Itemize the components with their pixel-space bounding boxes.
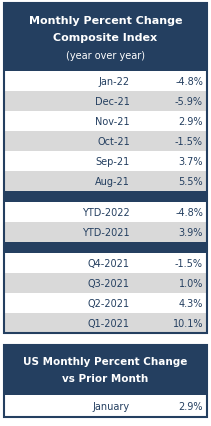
Text: -4.8%: -4.8% [175,207,203,218]
Bar [4,192,207,202]
Bar [4,222,207,242]
Bar [4,172,207,192]
Text: Q2-2021: Q2-2021 [88,298,130,308]
Text: Dec-21: Dec-21 [95,97,130,107]
Bar [4,253,207,273]
Text: Jan-22: Jan-22 [99,77,130,87]
Text: Q1-2021: Q1-2021 [88,318,130,328]
Bar [4,92,207,112]
Text: (year over year): (year over year) [66,51,145,60]
Text: 1.0%: 1.0% [179,278,203,288]
Text: Monthly Percent Change: Monthly Percent Change [29,16,182,26]
Text: US Monthly Percent Change: US Monthly Percent Change [23,357,188,367]
Text: -1.5%: -1.5% [175,137,203,147]
Text: Q4-2021: Q4-2021 [88,259,130,268]
Text: 3.9%: 3.9% [179,227,203,237]
Text: -4.8%: -4.8% [175,77,203,87]
Bar [4,202,207,222]
Bar [4,72,207,92]
Text: YTD-2021: YTD-2021 [82,227,130,237]
Bar [4,112,207,132]
Bar [4,273,207,294]
Bar [4,345,207,417]
Text: 4.3%: 4.3% [179,298,203,308]
Text: Q3-2021: Q3-2021 [88,278,130,288]
Bar [4,395,207,417]
Bar [4,345,207,395]
Text: YTD-2022: YTD-2022 [82,207,130,218]
Bar [4,313,207,333]
Text: 5.5%: 5.5% [178,177,203,187]
Text: Sep-21: Sep-21 [96,157,130,167]
Text: January: January [93,401,130,411]
Text: vs Prior Month: vs Prior Month [62,374,149,383]
Text: Composite Index: Composite Index [53,33,158,43]
Text: -1.5%: -1.5% [175,259,203,268]
Bar [4,294,207,313]
Text: -5.9%: -5.9% [175,97,203,107]
Bar [4,4,207,333]
Text: 3.7%: 3.7% [179,157,203,167]
Text: Aug-21: Aug-21 [95,177,130,187]
Bar [4,132,207,152]
Bar [4,152,207,172]
Text: 10.1%: 10.1% [173,318,203,328]
Text: 2.9%: 2.9% [179,117,203,127]
Bar [4,242,207,253]
Text: Nov-21: Nov-21 [95,117,130,127]
Text: Oct-21: Oct-21 [97,137,130,147]
Text: 2.9%: 2.9% [179,401,203,411]
Bar [4,4,207,72]
